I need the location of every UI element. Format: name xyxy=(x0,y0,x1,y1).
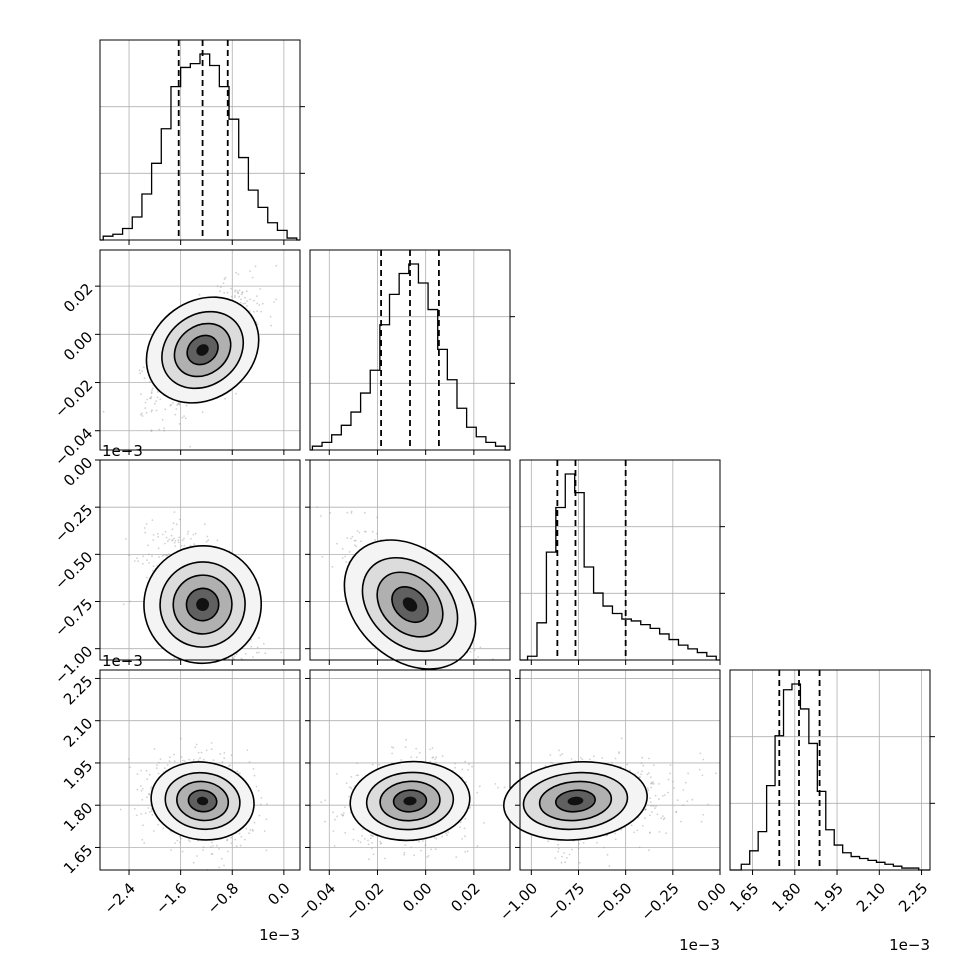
y-offset-label-2: 1e−3 xyxy=(102,442,143,460)
panel-frame-3-3 xyxy=(729,669,931,871)
histogram-panel-1 xyxy=(309,249,515,455)
density-panel-2-0 xyxy=(95,459,301,665)
y-tick-label-1-2: 0.00 xyxy=(60,328,96,364)
contour-3-1-3 xyxy=(392,789,428,813)
contour-3-0-2 xyxy=(176,780,230,822)
contour-3-0-3 xyxy=(187,789,218,813)
x-tick-label-2-0: −1.00 xyxy=(496,879,541,924)
panel-frame-3-0 xyxy=(99,669,301,871)
y-tick-label-2-2: −0.50 xyxy=(51,548,96,593)
histogram-step-3 xyxy=(730,683,930,871)
contour-1-0-1 xyxy=(161,310,245,390)
panel-frame-2-0 xyxy=(99,459,301,661)
density-fill-2-0-4 xyxy=(196,598,210,611)
histogram-step-0 xyxy=(100,53,300,241)
contour-2-0-3 xyxy=(185,587,220,622)
histogram-panel-2 xyxy=(519,459,725,665)
contour-2-1-1 xyxy=(361,556,459,653)
histogram-step-1 xyxy=(310,263,510,451)
y-tick-label-1-3: 0.02 xyxy=(60,280,96,316)
density-panel-3-2 xyxy=(502,669,721,875)
panel-frame-3-1 xyxy=(309,669,511,871)
contour-2-1-2 xyxy=(376,571,444,638)
x-tick-label-2-2: −0.50 xyxy=(590,879,635,924)
density-panel-3-0 xyxy=(95,669,301,875)
x-offset-label-0: 1e−3 xyxy=(259,926,300,944)
density-fill-2-1-4 xyxy=(402,597,418,612)
density-panel-2-1 xyxy=(305,459,511,670)
x-tick-label-2-3: −0.25 xyxy=(637,879,682,924)
panel-frame-1-1 xyxy=(309,249,511,451)
y-tick-label-3-1: 1.80 xyxy=(60,799,96,835)
x-offset-label-2: 1e−3 xyxy=(679,936,720,954)
histogram-step-2 xyxy=(520,473,720,661)
density-panel-3-1 xyxy=(305,669,511,875)
contour-3-2-2 xyxy=(538,780,613,822)
contour-3-2-3 xyxy=(554,789,596,813)
contour-1-0-3 xyxy=(186,334,219,366)
x-tick-label-3-3: 2.10 xyxy=(853,879,889,915)
density-fill-3-0-4 xyxy=(196,796,209,806)
x-tick-label-1-2: 0.00 xyxy=(399,879,435,915)
y-tick-label-2-1: −0.75 xyxy=(51,595,96,640)
density-fill-1-0-4 xyxy=(196,344,209,356)
x-tick-label-2-4: 0.00 xyxy=(694,879,730,915)
x-tick-label-1-3: 0.02 xyxy=(447,879,483,915)
contour-3-0-0 xyxy=(150,761,255,841)
y-tick-label-1-1: −0.02 xyxy=(51,376,96,421)
contour-2-0-2 xyxy=(172,574,233,635)
contour-1-0-2 xyxy=(173,322,232,378)
panel-frame-1-0 xyxy=(99,249,301,451)
panel-frame-2-1 xyxy=(309,459,511,661)
x-tick-label-3-4: 2.25 xyxy=(895,879,931,915)
histogram-panel-0 xyxy=(99,39,305,245)
y-offset-label-3: 1e−3 xyxy=(102,652,143,670)
contour-3-1-2 xyxy=(379,780,441,822)
contour-2-1-3 xyxy=(391,585,429,624)
contour-2-1-0 xyxy=(343,539,477,670)
panel-frame-2-2 xyxy=(519,459,721,661)
x-tick-label-3-2: 1.95 xyxy=(811,879,847,915)
density-panel-1-0 xyxy=(95,249,301,455)
contour-3-2-1 xyxy=(522,771,629,831)
density-fill-3-2-4 xyxy=(567,796,584,806)
x-tick-label-3-0: 1.65 xyxy=(726,879,762,915)
y-tick-label-3-2: 1.95 xyxy=(60,757,96,793)
histogram-panel-3 xyxy=(729,669,935,875)
contour-3-1-1 xyxy=(365,771,455,831)
x-tick-label-1-0: −0.04 xyxy=(294,879,339,924)
x-offset-label-3: 1e−3 xyxy=(889,936,930,954)
density-fill-3-1-4 xyxy=(403,796,417,806)
x-tick-label-0-3: 0.0 xyxy=(264,879,294,909)
contour-3-0-1 xyxy=(164,771,241,831)
contour-2-0-0 xyxy=(143,544,263,665)
x-tick-label-1-1: −0.02 xyxy=(342,879,387,924)
contour-2-0-1 xyxy=(159,561,246,648)
x-tick-label-0-0: −2.4 xyxy=(100,879,138,917)
panel-frame-3-2 xyxy=(519,669,721,871)
contour-3-2-0 xyxy=(502,761,648,841)
x-tick-label-3-1: 1.80 xyxy=(768,879,804,915)
x-tick-label-2-1: −0.75 xyxy=(543,879,588,924)
x-tick-label-0-1: −1.6 xyxy=(152,879,190,917)
contour-1-0-0 xyxy=(145,296,260,404)
panel-frame-0-0 xyxy=(99,39,301,241)
y-tick-label-2-3: −0.25 xyxy=(51,501,96,546)
y-tick-label-3-0: 1.65 xyxy=(60,841,96,877)
x-tick-label-0-2: −0.8 xyxy=(204,879,242,917)
y-tick-label-3-3: 2.10 xyxy=(60,714,96,750)
contour-3-1-0 xyxy=(349,760,471,842)
